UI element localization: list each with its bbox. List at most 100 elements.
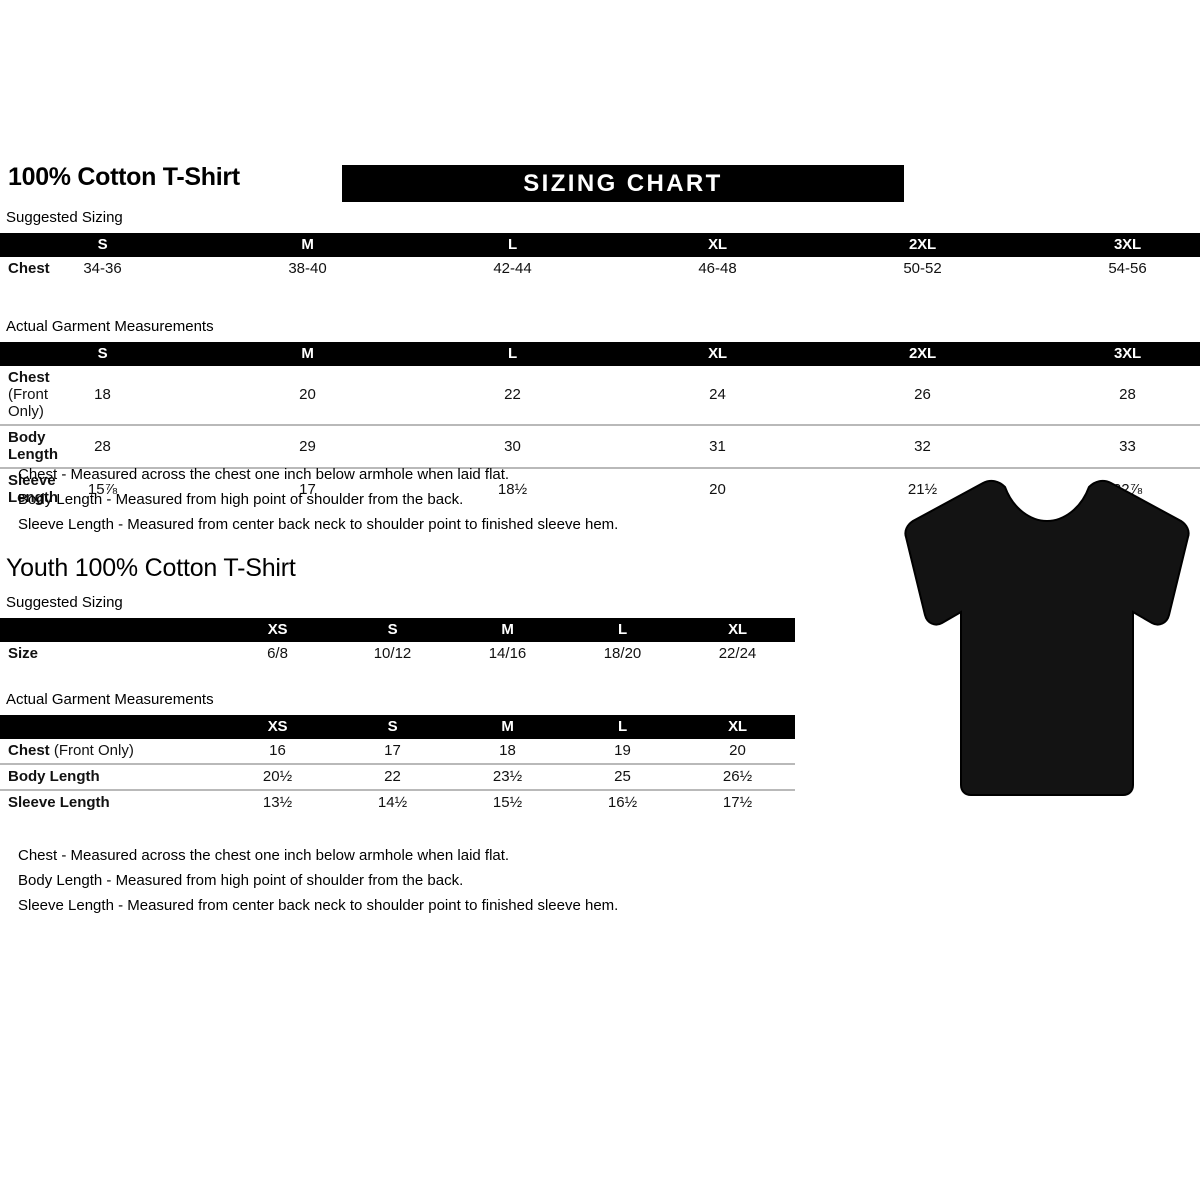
youth-suggested-sizing-label: Suggested Sizing [6,594,123,611]
row-label: Body Length [0,763,220,790]
column-header-s: S [387,621,398,638]
youth-garment-measurements-table: XS S M L XL Chest (Front Only) 16 17 18 19 20 Body … [0,715,795,815]
column-header-3xl: 3XL [1114,345,1141,362]
cell-value: 38-40 [288,260,327,277]
cell-value: 16 [269,742,286,759]
measurement-note: Chest - Measured across the chest one in… [18,847,510,864]
column-header-s: S [387,718,398,735]
cell-value: 14½ [335,789,450,815]
table-row: Chest (Front Only)1820222426283032 [0,366,1200,425]
table-row: Body Length 20½ 22 23½ 25 26½ [0,763,795,790]
measurement-note: Sleeve Length - Measured from center bac… [18,897,619,914]
measurement-note: Body Length - Measured from high point o… [18,491,464,508]
table-row: Size 6/8 10/12 14/16 18/20 22/24 [0,642,795,666]
table-header-row: SMLXL2XL3XL4XL5XL [0,233,1200,257]
row-label-note: (Front Only) [53,742,134,759]
table-corner-cell [0,618,220,642]
column-header-xl: XL [728,621,747,638]
row-label: Size [8,645,39,662]
cell-value: 20 [729,742,746,759]
cell-value: 46-48 [698,260,737,277]
table-row: Chest (Front Only) 16 17 18 19 20 [0,739,795,764]
adult-suggested-sizing-table: SMLXL2XL3XL4XL5XLChest34-3638-4042-4446-… [0,233,1200,281]
column-header-l: L [508,236,517,253]
cell-value: 22 [335,763,450,790]
table-row: Body Length2829303132333435 [0,424,1200,468]
t-shirt-illustration [895,475,1195,810]
cell-value: 20 [299,386,316,403]
column-header-m: M [501,718,514,735]
column-header-m: M [301,236,314,253]
cell-value: 16½ [565,789,680,815]
row-label: Sleeve Length [0,789,220,815]
adult-measurement-notes: Chest - Measured across the chest one in… [18,462,618,537]
cell-value: 28 [0,424,205,468]
table-header-row: XS S M L XL [0,715,795,739]
column-header-xl: XL [728,718,747,735]
column-header-l: L [508,345,517,362]
cell-value: 18 [499,742,516,759]
column-header-l: L [618,621,627,638]
cell-value: 20 [615,467,820,510]
youth-section-title: Youth 100% Cotton T-Shirt [6,554,296,582]
table-corner-cell [0,715,220,739]
t-shirt-icon [904,479,1190,796]
column-header-s: S [97,345,108,362]
table-header-row: SMLXL2XL3XL4XL5XL [0,342,1200,366]
sizing-chart-banner: SIZING CHART [342,165,904,202]
row-label-note: (Front Only) [8,386,49,420]
measurement-note: Sleeve Length - Measured from center bac… [18,516,619,533]
adult-garment-measurements-table: SMLXL2XL3XL4XL5XLChest (Front Only)18202… [0,342,1200,510]
adult-suggested-sizing-label: Suggested Sizing [6,209,123,226]
cell-value: 24 [709,386,726,403]
column-header-3xl: 3XL [1114,236,1141,253]
cell-value: 42-44 [493,260,532,277]
measurement-note: Chest - Measured across the chest one in… [18,466,510,483]
cell-value: 22/24 [718,645,757,662]
sizing-chart-banner-label: SIZING CHART [523,169,723,197]
cell-value: 19 [614,742,631,759]
adult-garment-measurements-label: Actual Garment Measurements [6,318,214,335]
youth-suggested-sizing-table: XS S M L XL Size 6/8 10/12 14/16 18/20 22/24 [0,618,795,666]
cell-value: 18½ [410,467,615,510]
cell-value: 14/16 [488,645,527,662]
table-row: Sleeve Length 13½ 14½ 15½ 16½ 17½ [0,789,795,815]
column-header-2xl: 2XL [909,236,936,253]
cell-value: 30 [410,424,615,468]
column-header-m: M [301,345,314,362]
column-header-xl: XL [708,345,727,362]
cell-value: 6/8 [267,645,288,662]
cell-value: 28 [1119,386,1136,403]
cell-value: 26 [914,386,931,403]
cell-value: 17½ [680,789,795,815]
cell-value: 17 [384,742,401,759]
cell-value: 18 [94,386,111,403]
cell-value: 54-56 [1108,260,1147,277]
cell-value: 15⅞ [0,467,205,510]
youth-measurement-notes: Chest - Measured across the chest one in… [18,843,618,918]
cell-value: 31 [615,424,820,468]
table-row: Chest34-3638-4042-4446-4850-5254-5658-60… [0,257,1200,281]
column-header-xs: XS [267,718,288,735]
cell-value: 33 [1025,424,1200,468]
cell-value: 32 [820,424,1025,468]
cell-value: 26½ [680,763,795,790]
column-header-s: S [97,236,108,253]
youth-garment-measurements-label: Actual Garment Measurements [6,691,214,708]
measurement-note: Body Length - Measured from high point o… [18,872,464,889]
row-label: Chest (Front Only) [8,742,134,759]
cell-value: 13½ [220,789,335,815]
page-title: 100% Cotton T-Shirt [8,163,240,191]
cell-value: 10/12 [373,645,412,662]
column-header-xs: XS [267,621,288,638]
cell-value: 29 [205,424,410,468]
cell-value: 18/20 [603,645,642,662]
cell-value: 15½ [450,789,565,815]
cell-value: 23½ [450,763,565,790]
column-header-xl: XL [708,236,727,253]
column-header-2xl: 2XL [909,345,936,362]
column-header-m: M [501,621,514,638]
cell-value: 22 [504,386,521,403]
cell-value: 17 [205,467,410,510]
table-header-row: XS S M L XL [0,618,795,642]
